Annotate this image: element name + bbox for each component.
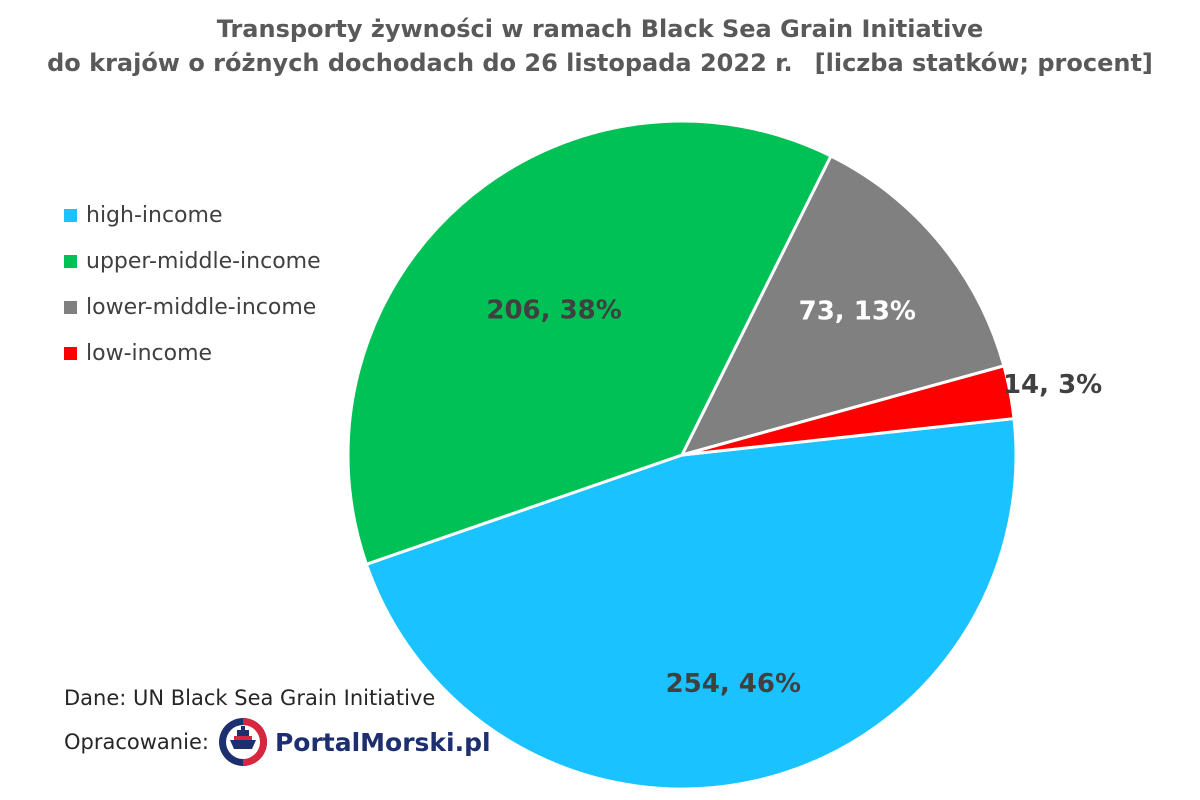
legend-item-lower-middle-income: lower-middle-income (64, 284, 321, 330)
chart-title-line2: do krajów o różnych dochodach do 26 list… (47, 49, 793, 77)
legend-swatch (64, 300, 77, 314)
legend-label: lower-middle-income (86, 294, 317, 320)
chart-legend: high-income upper-middle-income lower-mi… (64, 192, 321, 376)
portalmorski-logo: PortalMorski.pl (217, 716, 491, 768)
pie-slices (346, 119, 1018, 791)
legend-label: upper-middle-income (86, 248, 321, 274)
legend-swatch (64, 346, 77, 360)
legend-swatch (64, 254, 77, 268)
data-source: Dane: UN Black Sea Grain Initiative (64, 686, 436, 710)
credit-label: Opracowanie: (64, 730, 209, 754)
legend-item-high-income: high-income (64, 192, 321, 238)
legend-item-upper-middle-income: upper-middle-income (64, 238, 321, 284)
legend-item-low-income: low-income (64, 330, 321, 376)
legend-label: high-income (86, 202, 223, 228)
chart-title: Transporty żywności w ramach Black Sea G… (0, 12, 1200, 80)
pie-slice-upper-middle-income (346, 119, 833, 566)
data-label-upper-middle-income: 206, 38% (486, 296, 621, 326)
data-label-high-income: 254, 46% (666, 669, 801, 699)
ship-logo-icon (218, 718, 267, 766)
data-label-lower-middle-income: 73, 13% (799, 297, 916, 327)
pie-slice-low-income (680, 364, 1016, 457)
credit: Opracowanie: PortalMorski.pl (64, 716, 491, 768)
chart-title-line1: Transporty żywności w ramach Black Sea G… (216, 15, 984, 43)
pie-data-labels: 254, 46% 206, 38% 73, 13% 14, 3% (486, 296, 1102, 700)
data-label-low-income: 14, 3% (1003, 370, 1102, 400)
legend-label: low-income (86, 340, 213, 366)
pie-slice-lower-middle-income (680, 154, 1006, 457)
pie-slice-high-income (364, 417, 1018, 791)
chart-units: [liczba statków; procent] (814, 49, 1153, 77)
legend-swatch (64, 208, 77, 222)
logo-text: PortalMorski.pl (274, 727, 491, 757)
